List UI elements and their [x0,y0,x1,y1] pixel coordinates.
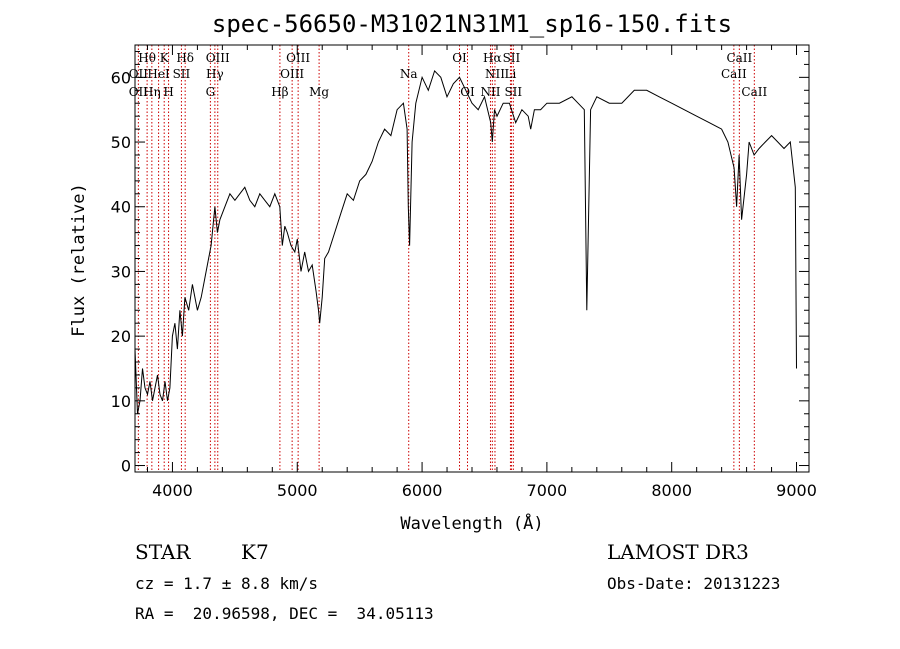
plot-frame [134,44,810,473]
spectral-line-label: Hα [483,51,502,65]
y-tick-label: 30 [111,262,131,281]
spectral-line-label: CaII [726,51,752,65]
coordinates-info: RA = 20.96598, DEC = 34.05113 [135,604,434,623]
flux-series-line [134,69,797,414]
spectral-line-label: OII [129,85,149,99]
spectral-line-label: CaII [721,67,747,81]
x-tick-label: 8000 [651,481,692,500]
y-tick-label: 40 [111,198,131,217]
spectral-line-label: HeI [147,67,170,81]
redshift-info: cz = 1.7 ± 8.8 km/s [135,574,319,593]
observation-date: Obs-Date: 20131223 [607,574,781,593]
axis-ticks [135,45,809,472]
spectral-line-label: H [163,85,173,99]
spectral-line-label: Hδ [176,51,194,65]
spectral-line-label: NII [485,67,505,81]
y-tick-label: 60 [111,68,131,87]
spectral-line-label: SII [503,51,521,65]
spectral-line-label: Na [400,67,418,81]
x-tick-label: 9000 [776,481,817,500]
spectral-line-label: SII [173,67,191,81]
spectral-line-label: Hγ [206,67,224,81]
chart-title: spec-56650-M31021N31M1_sp16-150.fits [212,10,732,38]
spectral-line-label: CaII [741,85,767,99]
object-class: STAR [135,540,191,564]
spectral-line-label: OI [452,51,467,65]
spectral-line-label: OIII [286,51,310,65]
spectral-line-label: OIII [280,67,304,81]
spectral-line-label: NII [480,85,500,99]
spectral-line-label: G [206,85,216,99]
object-subclass: K7 [241,540,269,564]
spectral-line-label: Mg [309,85,329,99]
spectral-line-label: Li [505,67,517,81]
spectral-line-label: OII [129,67,149,81]
y-tick-labels: 0 10 20 30 40 50 60 [111,68,131,475]
spectral-line-label: Hθ [138,51,156,65]
x-tick-labels: 4000 5000 6000 7000 8000 9000 [152,481,817,500]
x-tick-label: 6000 [402,481,443,500]
spectral-line-label: Hβ [271,85,288,99]
x-tick-label: 5000 [277,481,318,500]
spectral-line-label: Hη [143,85,161,99]
y-tick-label: 0 [121,457,131,476]
spectral-line-markers [137,45,755,472]
y-axis-label: Flux (relative) [69,183,89,337]
spectral-line-label: SII [504,85,522,99]
spectral-line-label: OI [460,85,475,99]
survey-name: LAMOST DR3 [607,540,749,564]
x-axis-label: Wavelength (Å) [400,512,543,534]
y-tick-label: 10 [111,392,131,411]
y-tick-label: 50 [111,133,131,152]
x-tick-label: 7000 [527,481,568,500]
y-tick-label: 20 [111,327,131,346]
x-tick-label: 4000 [152,481,193,500]
spectral-line-label: OIII [206,51,230,65]
spectral-line-label: K [160,51,170,65]
